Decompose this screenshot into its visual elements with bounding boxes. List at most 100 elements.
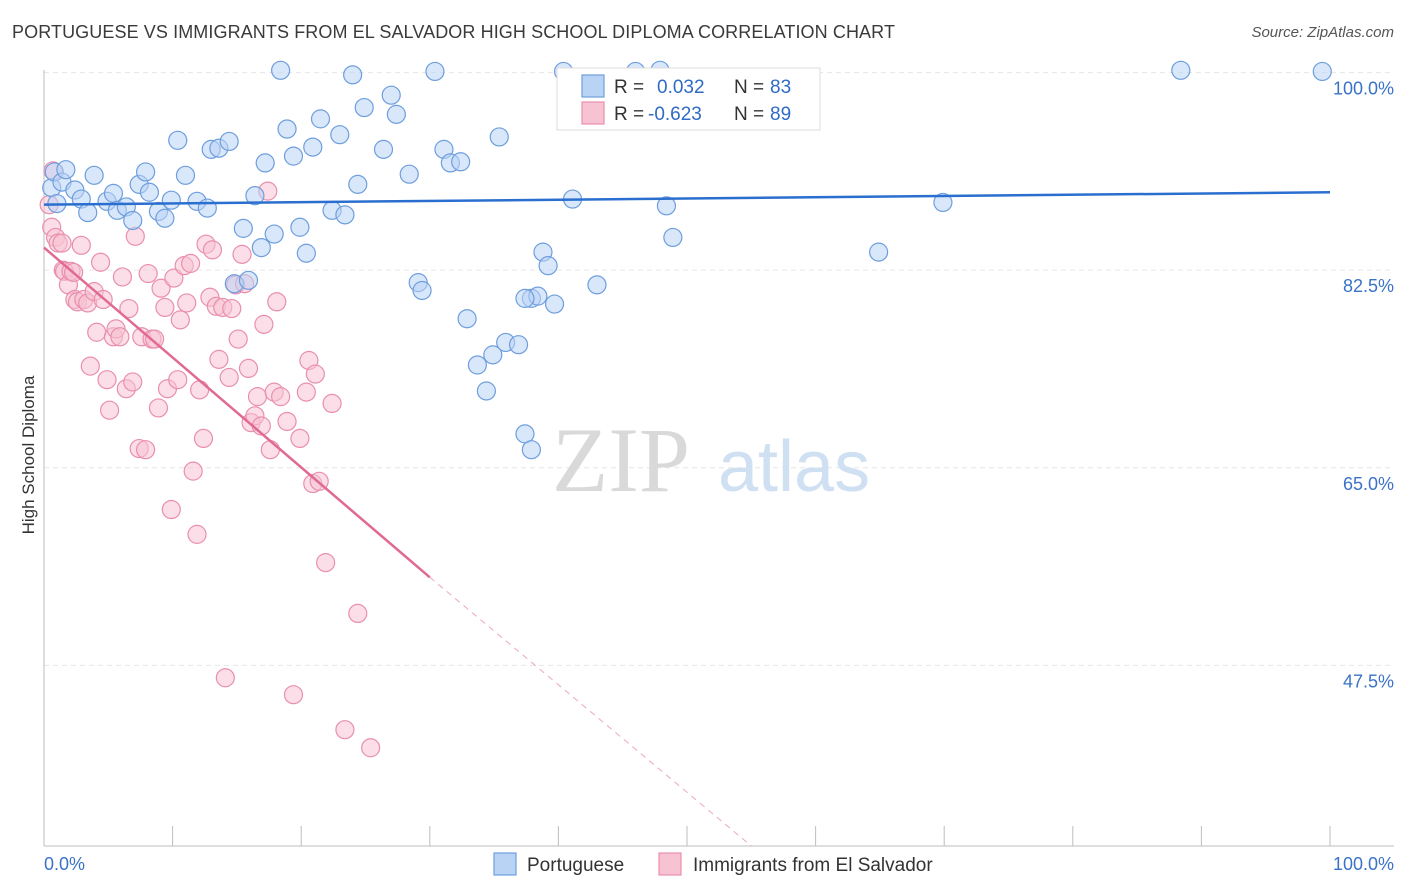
el-salvador-point xyxy=(135,440,156,460)
portuguese-point xyxy=(386,104,406,124)
el-salvador-point xyxy=(361,738,381,758)
el-salvador-point xyxy=(97,370,117,390)
el-salvador-point xyxy=(209,349,229,369)
bottom-legend-swatch-el-salvador xyxy=(658,852,682,876)
portuguese-point xyxy=(255,153,275,173)
bottom-legend-el-salvador: Immigrants from El Salvador xyxy=(693,855,933,876)
portuguese-point xyxy=(425,61,445,82)
bottom-legend-swatch-portuguese xyxy=(493,852,517,876)
y-tick-label: 100.0% xyxy=(1333,79,1394,99)
portuguese-point xyxy=(197,198,217,218)
portuguese-point xyxy=(245,186,265,206)
portuguese-point xyxy=(538,256,558,276)
portuguese-point xyxy=(457,309,477,329)
portuguese-point xyxy=(56,160,76,180)
portuguese-point xyxy=(587,275,607,295)
portuguese-point xyxy=(283,146,304,166)
portuguese-point xyxy=(489,127,509,147)
legend-r-label-2: R = xyxy=(614,104,644,125)
portuguese-point xyxy=(238,270,259,290)
portuguese-point xyxy=(515,288,535,308)
bottom-legend-portuguese: Portuguese xyxy=(527,855,624,876)
el-salvador-point xyxy=(247,387,268,407)
portuguese-point xyxy=(264,224,284,244)
el-salvador-point xyxy=(123,372,143,392)
portuguese-point xyxy=(135,162,156,182)
el-salvador-point xyxy=(52,233,72,253)
portuguese-point xyxy=(354,97,374,118)
portuguese-point xyxy=(175,165,196,185)
el-salvador-point xyxy=(119,298,139,319)
y-tick-labels: 100.0% 82.5% 65.0% 47.5% xyxy=(1333,79,1394,692)
el-salvador-point xyxy=(267,292,287,312)
el-salvador-trend-line xyxy=(43,246,431,579)
el-salvador-point xyxy=(277,411,297,432)
portuguese-point xyxy=(1312,61,1332,82)
portuguese-point xyxy=(78,202,98,223)
legend-r-value-1: 0.032 xyxy=(657,77,705,98)
portuguese-point xyxy=(467,355,487,375)
el-salvador-point xyxy=(322,393,342,414)
el-salvador-point xyxy=(193,428,214,449)
portuguese-point xyxy=(933,192,953,213)
el-salvador-point xyxy=(232,244,252,264)
y-axis-label: High School Diploma xyxy=(19,375,38,534)
portuguese-point xyxy=(521,440,541,460)
x-tick-label-min: 0.0% xyxy=(44,854,85,874)
portuguese-point xyxy=(412,280,432,301)
el-salvador-point xyxy=(71,235,91,255)
portuguese-point xyxy=(508,335,529,355)
el-salvador-point xyxy=(215,668,235,688)
portuguese-point xyxy=(155,208,175,228)
portuguese-point xyxy=(103,183,124,203)
el-salvador-point xyxy=(87,322,107,342)
el-salvador-point xyxy=(238,358,259,378)
el-salvador-point xyxy=(335,720,355,740)
el-salvador-point xyxy=(80,356,100,376)
portuguese-point xyxy=(381,85,401,105)
portuguese-point xyxy=(123,210,143,231)
el-salvador-point xyxy=(187,524,207,544)
portuguese-point xyxy=(233,218,253,238)
portuguese-point xyxy=(161,190,181,210)
portuguese-point xyxy=(219,131,239,152)
legend-r-value-2: -0.623 xyxy=(648,104,702,125)
el-salvador-point xyxy=(316,553,336,573)
portuguese-point xyxy=(271,60,291,80)
el-salvador-point xyxy=(290,428,310,449)
el-salvador-point xyxy=(110,327,130,347)
el-salvador-point xyxy=(168,370,188,390)
portuguese-point xyxy=(476,381,496,401)
portuguese-point xyxy=(1171,60,1191,80)
portuguese-trend-line xyxy=(43,191,1331,206)
portuguese-point xyxy=(343,65,363,85)
portuguese-point xyxy=(483,345,503,365)
portuguese-point xyxy=(348,174,368,194)
el-salvador-point xyxy=(271,387,291,407)
correlation-legend: R = 0.032 N = 83 R = -0.623 N = 89 xyxy=(556,67,821,131)
el-salvador-point xyxy=(148,398,169,418)
portuguese-point xyxy=(399,164,419,184)
el-salvador-point xyxy=(202,240,223,260)
el-salvador-point xyxy=(164,268,184,288)
el-salvador-point xyxy=(144,329,165,349)
portuguese-point xyxy=(277,119,297,139)
legend-swatch-el-salvador xyxy=(581,101,605,125)
portuguese-point xyxy=(251,237,271,258)
el-salvador-point xyxy=(190,380,210,400)
el-salvador-point xyxy=(348,603,368,624)
x-tick-label-max: 100.0% xyxy=(1333,854,1394,874)
portuguese-point xyxy=(451,152,471,172)
el-salvador-point xyxy=(183,461,203,481)
x-axis-ticks xyxy=(43,826,1331,846)
legend-n-value-2: 89 xyxy=(770,104,791,125)
el-salvador-point xyxy=(181,253,201,273)
el-salvador-point xyxy=(138,263,158,284)
portuguese-point xyxy=(84,165,104,185)
portuguese-point xyxy=(290,217,310,237)
portuguese-point xyxy=(373,139,394,159)
portuguese-point xyxy=(656,196,677,216)
el-salvador-point xyxy=(283,685,304,705)
el-salvador-point xyxy=(112,267,133,287)
